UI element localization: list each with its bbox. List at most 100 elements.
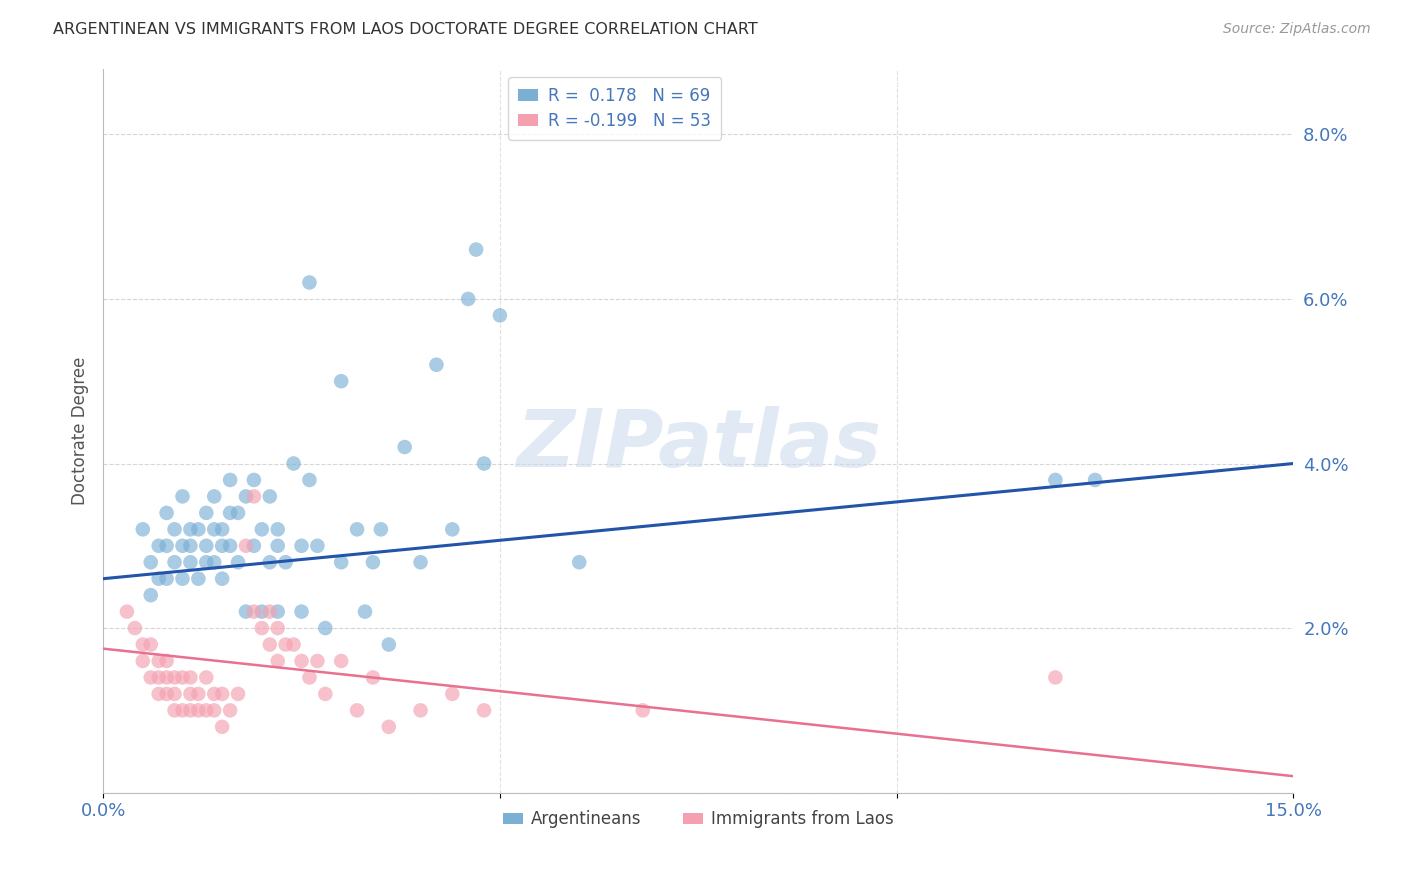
- Point: [148, 687, 170, 701]
- Point: [290, 539, 312, 553]
- Point: [195, 539, 218, 553]
- Point: [195, 703, 218, 717]
- Point: [283, 457, 305, 471]
- Point: [172, 670, 194, 684]
- Point: [179, 522, 201, 536]
- Point: [195, 555, 218, 569]
- Point: [226, 687, 249, 701]
- Point: [378, 638, 401, 652]
- Point: [179, 670, 201, 684]
- Point: [267, 605, 290, 619]
- Point: [472, 703, 495, 717]
- Point: [568, 555, 591, 569]
- Point: [472, 457, 495, 471]
- Point: [267, 522, 290, 536]
- Point: [148, 670, 170, 684]
- Point: [370, 522, 392, 536]
- Point: [156, 654, 179, 668]
- Point: [259, 555, 281, 569]
- Point: [361, 670, 384, 684]
- Point: [274, 638, 297, 652]
- Point: [156, 539, 179, 553]
- Point: [179, 703, 201, 717]
- Point: [179, 555, 201, 569]
- Point: [163, 670, 186, 684]
- Point: [409, 703, 432, 717]
- Point: [211, 720, 233, 734]
- Point: [219, 703, 242, 717]
- Point: [346, 703, 368, 717]
- Point: [250, 605, 273, 619]
- Point: [124, 621, 146, 635]
- Point: [259, 638, 281, 652]
- Point: [211, 687, 233, 701]
- Text: Source: ZipAtlas.com: Source: ZipAtlas.com: [1223, 22, 1371, 37]
- Point: [211, 572, 233, 586]
- Point: [307, 539, 329, 553]
- Point: [235, 539, 257, 553]
- Point: [156, 572, 179, 586]
- Point: [148, 572, 170, 586]
- Point: [346, 522, 368, 536]
- Point: [219, 506, 242, 520]
- Point: [202, 522, 225, 536]
- Point: [489, 309, 512, 323]
- Point: [274, 555, 297, 569]
- Point: [354, 605, 377, 619]
- Point: [425, 358, 447, 372]
- Point: [361, 555, 384, 569]
- Point: [172, 703, 194, 717]
- Point: [330, 654, 353, 668]
- Point: [441, 522, 464, 536]
- Point: [202, 703, 225, 717]
- Point: [172, 490, 194, 504]
- Point: [441, 687, 464, 701]
- Point: [290, 654, 312, 668]
- Point: [139, 588, 162, 602]
- Point: [202, 687, 225, 701]
- Text: ZIPatlas: ZIPatlas: [516, 406, 880, 484]
- Point: [219, 473, 242, 487]
- Point: [163, 687, 186, 701]
- Point: [235, 490, 257, 504]
- Point: [259, 605, 281, 619]
- Point: [465, 243, 488, 257]
- Point: [211, 522, 233, 536]
- Point: [631, 703, 654, 717]
- Point: [148, 539, 170, 553]
- Point: [243, 473, 266, 487]
- Point: [243, 605, 266, 619]
- Point: [314, 687, 336, 701]
- Point: [195, 670, 218, 684]
- Point: [330, 374, 353, 388]
- Point: [298, 670, 321, 684]
- Point: [163, 522, 186, 536]
- Point: [298, 473, 321, 487]
- Point: [132, 654, 155, 668]
- Point: [163, 555, 186, 569]
- Point: [179, 687, 201, 701]
- Point: [172, 539, 194, 553]
- Point: [1084, 473, 1107, 487]
- Point: [132, 522, 155, 536]
- Point: [283, 638, 305, 652]
- Point: [267, 621, 290, 635]
- Point: [156, 506, 179, 520]
- Point: [163, 703, 186, 717]
- Point: [148, 654, 170, 668]
- Point: [267, 539, 290, 553]
- Point: [226, 506, 249, 520]
- Point: [115, 605, 138, 619]
- Point: [219, 539, 242, 553]
- Point: [314, 621, 336, 635]
- Point: [298, 276, 321, 290]
- Point: [187, 522, 209, 536]
- Point: [179, 539, 201, 553]
- Point: [250, 522, 273, 536]
- Y-axis label: Doctorate Degree: Doctorate Degree: [72, 357, 89, 505]
- Point: [195, 506, 218, 520]
- Legend: Argentineans, Immigrants from Laos: Argentineans, Immigrants from Laos: [496, 804, 901, 835]
- Point: [226, 555, 249, 569]
- Point: [202, 555, 225, 569]
- Point: [132, 638, 155, 652]
